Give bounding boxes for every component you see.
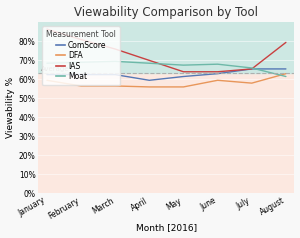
Bar (38, 13, 294, 73)
Title: Viewability Comparison by Tool: Viewability Comparison by Tool (74, 5, 258, 19)
Legend: ComScore, DFA, IAS, Moat: ComScore, DFA, IAS, Moat (42, 26, 120, 85)
X-axis label: Month [2016]: Month [2016] (136, 223, 197, 233)
Text: Average: Average (41, 66, 69, 72)
Y-axis label: Viewability %: Viewability % (6, 77, 15, 138)
